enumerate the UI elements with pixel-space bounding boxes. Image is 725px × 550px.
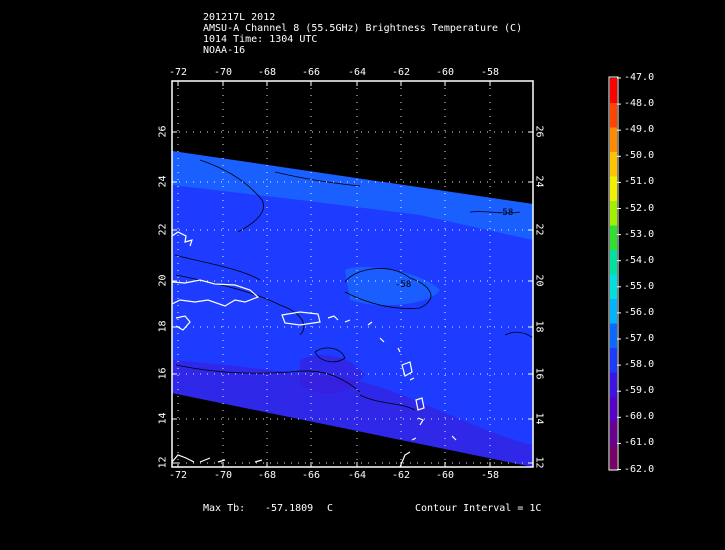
colorbar-label: -55.0 xyxy=(624,280,655,292)
longitude-tick-label: -58 xyxy=(481,470,500,481)
cuba-coast xyxy=(172,231,193,247)
colorbar-segment xyxy=(610,347,617,373)
colorbar-label: -48.0 xyxy=(624,98,655,110)
latitude-tick-label: 24 xyxy=(533,175,545,188)
contour-line xyxy=(174,254,261,281)
contour-line xyxy=(504,331,533,339)
contour-label: -58 xyxy=(395,280,411,290)
jamaica-coast xyxy=(175,315,191,331)
warmer-band-north xyxy=(172,151,533,240)
latitude-tick-label: 18 xyxy=(533,320,545,333)
colorbar-label: -56.0 xyxy=(624,306,655,318)
time-stamp: 1014 Time: 1304 UTC xyxy=(203,34,318,45)
colorbar-segment xyxy=(610,298,617,324)
colorbar-segment xyxy=(610,78,617,103)
cooler-band-south xyxy=(172,360,533,467)
longitude-tick-label: -64 xyxy=(348,470,367,481)
latitude-tick-label: 14 xyxy=(157,412,169,425)
virgin-islands xyxy=(327,315,351,323)
storm-id: 201217L 2012 xyxy=(203,12,276,23)
longitude-tick-label: -68 xyxy=(258,67,277,78)
colorbar-segment xyxy=(610,176,617,201)
coastlines xyxy=(172,231,457,467)
longitude-tick-label: -62 xyxy=(392,470,411,481)
latitude-tick-label: 14 xyxy=(533,412,545,425)
hispaniola-coast xyxy=(172,279,260,307)
contour-line xyxy=(344,268,432,309)
latitude-tick-label: 20 xyxy=(533,274,545,287)
south-america-coast xyxy=(172,451,411,467)
warmer-patch-east xyxy=(345,266,440,306)
colorbar-frame xyxy=(608,76,619,471)
colorbar-segment xyxy=(610,421,617,446)
colorbar-label: -53.0 xyxy=(624,228,655,240)
contour-line xyxy=(274,171,361,187)
longitude-tick-label: -70 xyxy=(214,470,233,481)
colorbar-label: -54.0 xyxy=(624,254,655,266)
latitude-tick-label: 26 xyxy=(533,125,545,138)
longitude-tick-label: -66 xyxy=(302,470,321,481)
product-title: AMSU-A Channel 8 (55.5GHz) Brightness Te… xyxy=(203,23,523,34)
latitude-tick-label: 18 xyxy=(157,320,169,333)
latitude-tick-label: 26 xyxy=(157,125,169,138)
colorbar-label: -52.0 xyxy=(624,202,655,214)
colorbar-segment xyxy=(610,102,617,128)
max-tb-unit: C xyxy=(327,503,334,514)
colorbar-segment xyxy=(610,151,617,177)
contour-label: -58 xyxy=(497,208,513,218)
contour-line xyxy=(175,364,361,393)
colorbar-label: -59.0 xyxy=(624,385,655,397)
colorbar-segment xyxy=(610,225,617,250)
longitude-tick-label: -72 xyxy=(169,67,188,78)
colorbar-label: -50.0 xyxy=(624,150,655,162)
colorbar-label: -51.0 xyxy=(624,176,655,188)
colorbar-segment xyxy=(610,372,617,397)
map-header: 201217L 2012 AMSU-A Channel 8 (55.5GHz) … xyxy=(203,12,522,56)
colorbar-segment xyxy=(610,200,617,226)
satellite-name: NOAA-16 xyxy=(203,45,246,56)
colorbar-segment xyxy=(610,249,617,275)
colorbar-label: -61.0 xyxy=(624,437,655,449)
colorbar-label: -62.0 xyxy=(624,463,655,475)
latitude-tick-label: 20 xyxy=(157,274,169,287)
colorbar-label: -49.0 xyxy=(624,124,655,136)
latitude-tick-label: 22 xyxy=(533,223,545,236)
colorbar-segment xyxy=(610,445,617,471)
contour-line xyxy=(199,159,264,233)
latitude-tick-label: 12 xyxy=(533,456,545,469)
contour-line xyxy=(469,211,521,214)
contour-line xyxy=(359,394,416,411)
latitude-tick-label: 12 xyxy=(157,456,169,469)
longitude-tick-label: -72 xyxy=(169,470,188,481)
max-tb-label: Max Tb: xyxy=(203,503,246,514)
latitude-tick-label: 16 xyxy=(533,367,545,380)
colorbar-label: -58.0 xyxy=(624,359,655,371)
longitude-tick-label: -60 xyxy=(436,470,455,481)
longitude-tick-label: -66 xyxy=(302,67,321,78)
colorbar-label: -47.0 xyxy=(624,72,655,83)
colorbar-segment xyxy=(610,396,617,422)
plot-frame xyxy=(171,80,534,468)
colorbar-segment xyxy=(610,127,617,152)
longitude-tick-label: -70 xyxy=(214,67,233,78)
colorbar-segment xyxy=(610,274,617,299)
contour-interval: Contour Interval = 1C xyxy=(415,503,542,514)
latitude-tick-label: 22 xyxy=(157,223,169,236)
lesser-antilles xyxy=(367,321,457,441)
longitude-tick-label: -62 xyxy=(392,67,411,78)
longitude-tick-label: -60 xyxy=(436,67,455,78)
max-tb-value: -57.1809 xyxy=(265,503,314,514)
contour-line xyxy=(314,347,346,363)
longitude-tick-label: -64 xyxy=(348,67,367,78)
colorbar xyxy=(608,76,621,471)
colorbar-label: -60.0 xyxy=(624,411,655,423)
latitude-tick-label: 16 xyxy=(157,367,169,380)
longitude-tick-label: -58 xyxy=(481,67,500,78)
longitude-tick-label: -68 xyxy=(258,470,277,481)
colorbar-segment xyxy=(610,323,617,348)
colorbar-label: -57.0 xyxy=(624,333,655,344)
latitude-tick-label: 24 xyxy=(157,175,169,188)
puerto-rico-coast xyxy=(281,311,321,326)
